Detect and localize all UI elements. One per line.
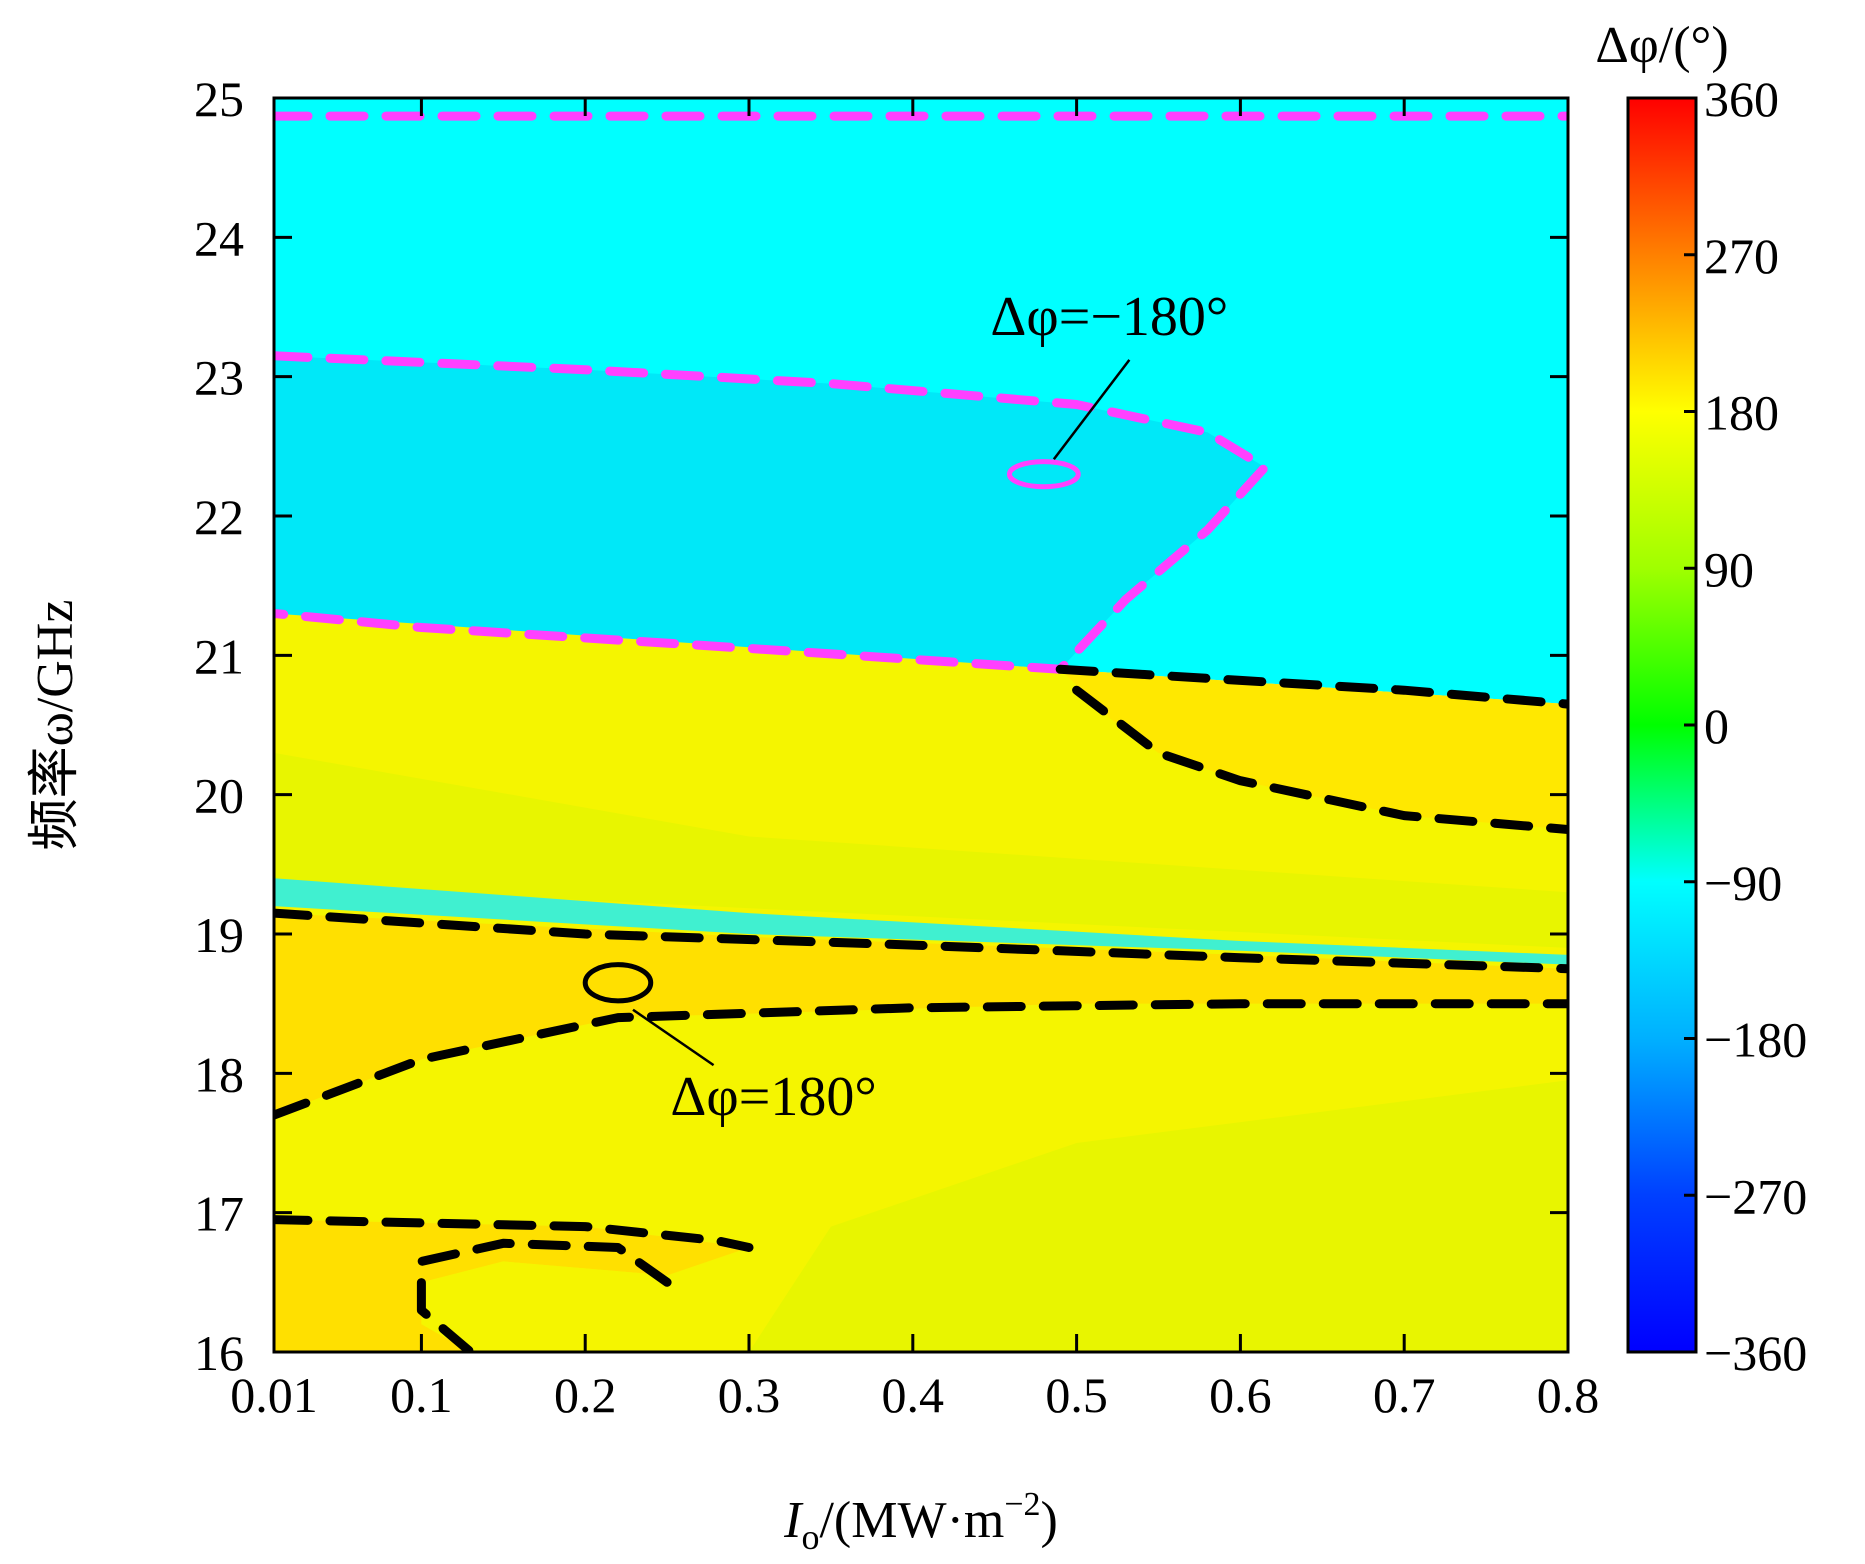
y-tick-label: 21 [194, 628, 244, 684]
y-tick-label: 18 [194, 1046, 244, 1102]
y-tick-label: 22 [194, 489, 244, 545]
contour-line-5 [274, 908, 1568, 974]
x-tick-label: 0.1 [390, 1367, 453, 1423]
y-tick-label: 24 [194, 210, 244, 266]
x-tick-label: 0.8 [1537, 1367, 1600, 1423]
colorbar-tick-label: −90 [1704, 855, 1782, 911]
colorbar-tick-label: 180 [1704, 385, 1779, 441]
heatmap-regions [274, 98, 1568, 1352]
contour-lines [274, 111, 1568, 1352]
y-tick-label: 23 [194, 350, 244, 406]
region-orange-right [1060, 669, 1568, 830]
region-right-lower-tint [749, 1080, 1568, 1352]
contour-line-2 [1006, 459, 1081, 490]
region-green-tint [274, 752, 1568, 948]
x-tick-label: 0.5 [1045, 1367, 1108, 1423]
y-tick-label: 25 [194, 71, 244, 127]
colorbar-title: Δφ/(°) [1595, 17, 1728, 74]
contour-line-3 [1055, 664, 1568, 709]
x-tick-label: 0.4 [882, 1367, 945, 1423]
x-tick-label: 0.01 [230, 1367, 318, 1423]
annotation-pointer [1052, 359, 1131, 460]
annotation-label: Δφ=180° [670, 1066, 876, 1128]
y-tick-label: 20 [194, 768, 244, 824]
colorbar-tick-label: 360 [1704, 71, 1779, 127]
colorbar-tick-label: −270 [1704, 1168, 1807, 1224]
colorbar-tick-label: −180 [1704, 1012, 1807, 1068]
plot-frame [272, 96, 1570, 1354]
contour-line-9 [416, 1238, 672, 1352]
y-tick-label: 19 [194, 907, 244, 963]
y-tick-label: 17 [194, 1186, 244, 1242]
y-axis: 16 17 18 19 20 21 22 23 24 25 [194, 71, 1568, 1381]
region-cyan-band [274, 878, 1568, 965]
contour-line-8 [274, 1215, 754, 1252]
contour-line-7 [582, 962, 654, 1004]
contour-line-6 [274, 999, 1568, 1120]
region-inner-band [274, 355, 1265, 670]
annotation-pointer [632, 1008, 715, 1067]
x-tick-label: 0.7 [1373, 1367, 1436, 1423]
x-tick-label: 0.3 [718, 1367, 781, 1423]
x-tick-label: 0.2 [554, 1367, 617, 1423]
contour-line-4 [1072, 685, 1568, 834]
colorbar-tick-label: 270 [1704, 228, 1779, 284]
region-lower-inner [421, 1261, 668, 1352]
colorbar-tick-label: 0 [1704, 698, 1729, 754]
colorbar-tick-label: 90 [1704, 541, 1754, 597]
region-orange-band [274, 913, 1568, 1116]
y-tick-label: 16 [194, 1325, 244, 1381]
annotations: Δφ=−180° Δφ=180° [632, 286, 1228, 1128]
contour-line-1 [274, 351, 1270, 674]
y-axis-label: 频率ω/GHz [27, 600, 84, 851]
region-lower-orange [274, 1219, 750, 1352]
annotation-label: Δφ=−180° [990, 286, 1228, 348]
colorbar-tick-label: −360 [1704, 1325, 1807, 1381]
x-axis: 0.01 0.1 0.2 0.3 0.4 0.5 0.6 0.7 0.8 [230, 98, 1599, 1423]
x-axis-label: Io/(MW·m−2) [783, 1486, 1058, 1557]
colorbar-ticks: 360 270 180 90 0 −90 −180 −270 −360 [1684, 71, 1807, 1381]
x-tick-label: 0.6 [1209, 1367, 1272, 1423]
